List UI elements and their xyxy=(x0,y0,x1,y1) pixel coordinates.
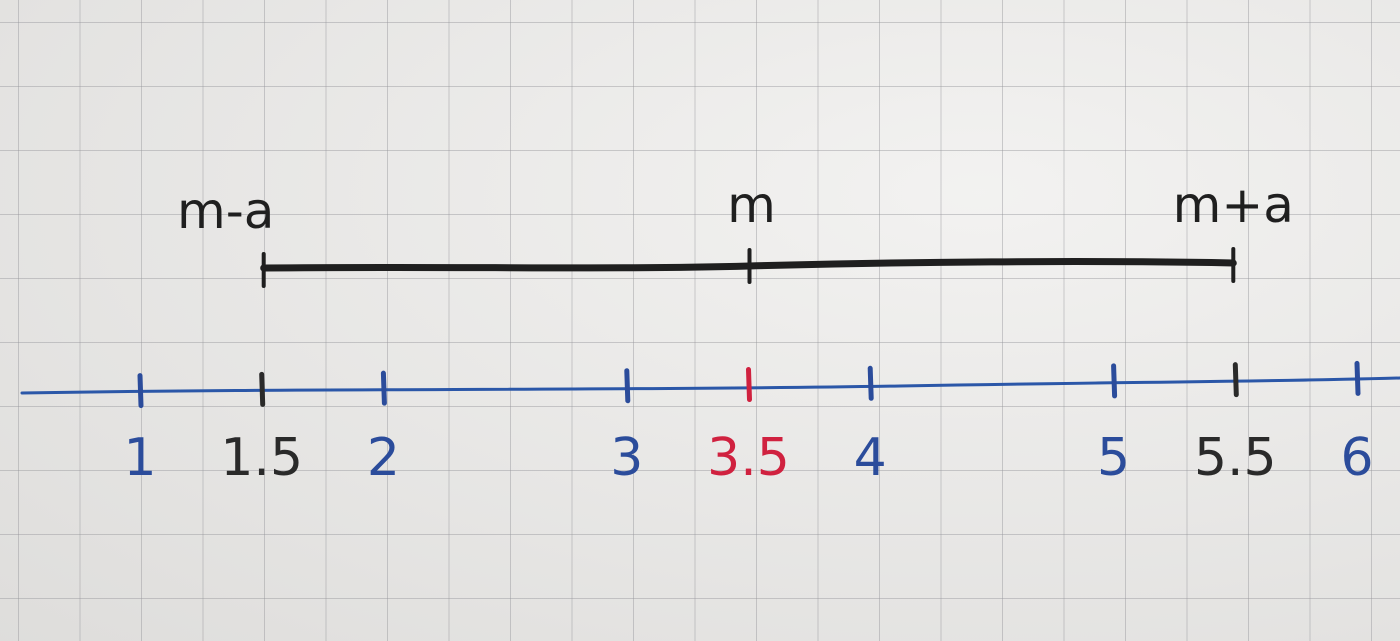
tick-mark-6 xyxy=(1354,360,1361,396)
tick-label-4: 4 xyxy=(854,428,887,488)
interval-label-m: m xyxy=(727,176,776,234)
tick-label-1-5: 1.5 xyxy=(220,428,303,488)
tick-label-5: 5 xyxy=(1097,428,1130,488)
number-line xyxy=(20,376,1400,395)
tick-mark-2 xyxy=(380,370,387,406)
interval-label-m-plus-a: m+a xyxy=(1173,176,1294,234)
tick-label-2: 2 xyxy=(367,428,400,488)
tick-mark-1 xyxy=(137,373,144,409)
tick-mark-1-5 xyxy=(259,371,266,407)
tick-mark-5-5 xyxy=(1232,362,1239,398)
tick-mark-4 xyxy=(867,365,874,401)
tick-mark-3 xyxy=(624,368,631,404)
tick-mark-5 xyxy=(1111,363,1118,399)
tick-label-3: 3 xyxy=(610,428,643,488)
tick-label-5-5: 5.5 xyxy=(1194,428,1277,488)
tick-label-6: 6 xyxy=(1340,428,1373,488)
tick-label-1: 1 xyxy=(123,428,156,488)
tick-label-3-5: 3.5 xyxy=(707,428,790,488)
tick-mark-3-5 xyxy=(746,367,752,403)
interval-label-m-minus-a: m-a xyxy=(177,182,274,240)
